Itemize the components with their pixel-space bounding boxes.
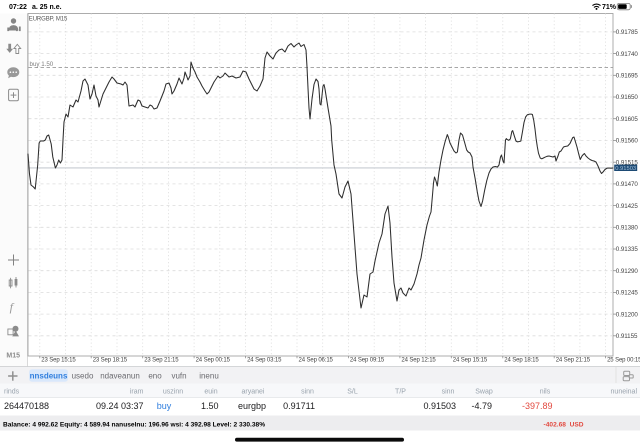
svg-text:0.91245: 0.91245 — [616, 290, 639, 297]
svg-text:eno: eno — [148, 372, 162, 381]
svg-text:Swap: Swap — [475, 388, 493, 395]
svg-text:nnsdeuns: nnsdeuns — [30, 372, 68, 381]
svg-text:07:22: 07:22 — [9, 4, 27, 11]
svg-text:inenu: inenu — [199, 372, 219, 381]
svg-text:09.24 03:37: 09.24 03:37 — [96, 401, 144, 411]
svg-text:usedo: usedo — [72, 372, 94, 381]
svg-text:23 Sep 18:15: 23 Sep 18:15 — [93, 358, 128, 364]
svg-text:0.91740: 0.91740 — [616, 51, 639, 58]
svg-text:sinn: sinn — [442, 388, 455, 395]
svg-text:24 Sep 18:15: 24 Sep 18:15 — [504, 358, 539, 364]
svg-text:1.50: 1.50 — [201, 401, 219, 411]
svg-text:24 Sep 09:15: 24 Sep 09:15 — [350, 358, 385, 364]
svg-text:0.91650: 0.91650 — [616, 94, 639, 101]
svg-text:25 Sep 00:15: 25 Sep 00:15 — [607, 358, 640, 364]
svg-text:23 Sep 21:15: 23 Sep 21:15 — [144, 358, 179, 364]
svg-text:sinn: sinn — [301, 388, 314, 395]
svg-text:Balance: 4 992.62 Equity: 4 58: Balance: 4 992.62 Equity: 4 589.94 nanus… — [3, 421, 265, 428]
svg-text:a. 25 n.e.: a. 25 n.e. — [32, 4, 62, 11]
svg-text:24 Sep 06:15: 24 Sep 06:15 — [299, 358, 334, 364]
svg-text:M15: M15 — [6, 352, 20, 359]
svg-text:ndaveanun: ndaveanun — [100, 372, 140, 381]
svg-text:24 Sep 12:15: 24 Sep 12:15 — [401, 358, 436, 364]
svg-text:-4.79: -4.79 — [471, 401, 492, 411]
svg-text:0.91155: 0.91155 — [616, 333, 638, 340]
svg-text:0.91200: 0.91200 — [616, 311, 639, 318]
svg-text:eurgbp: eurgbp — [238, 401, 266, 411]
svg-text:0.91503: 0.91503 — [615, 166, 636, 172]
svg-text:0.91560: 0.91560 — [616, 138, 639, 145]
svg-text:buy 1.50: buy 1.50 — [30, 61, 54, 68]
svg-text:0.91425: 0.91425 — [616, 203, 639, 210]
svg-text:EURGBP, M15: EURGBP, M15 — [29, 16, 68, 22]
svg-text:0.91711: 0.91711 — [283, 401, 315, 411]
svg-text:0.91695: 0.91695 — [616, 73, 639, 80]
svg-text:euin: euin — [204, 388, 217, 395]
svg-text:0.91785: 0.91785 — [616, 29, 639, 36]
svg-text:0.91470: 0.91470 — [616, 181, 639, 188]
svg-text:0.91605: 0.91605 — [616, 116, 639, 123]
svg-text:71%: 71% — [602, 4, 617, 11]
svg-text:-397.89: -397.89 — [522, 401, 553, 411]
svg-text:264470188: 264470188 — [4, 401, 49, 411]
svg-text:0.91380: 0.91380 — [616, 225, 639, 232]
svg-text:nils: nils — [540, 388, 551, 395]
svg-text:24 Sep 21:15: 24 Sep 21:15 — [556, 358, 591, 364]
svg-text:0.91515: 0.91515 — [616, 159, 639, 166]
svg-text:-402.68 USD: -402.68 USD — [544, 421, 584, 428]
svg-text:0.91335: 0.91335 — [616, 246, 639, 253]
svg-text:iram: iram — [130, 388, 144, 395]
svg-text:f: f — [10, 300, 15, 314]
svg-text:T/P: T/P — [395, 388, 406, 395]
svg-text:buy: buy — [157, 401, 172, 411]
svg-text:23 Sep 15:15: 23 Sep 15:15 — [41, 358, 76, 364]
svg-text:aryanei: aryanei — [242, 388, 265, 395]
svg-text:24 Sep 03:15: 24 Sep 03:15 — [247, 358, 282, 364]
svg-text:24 Sep 15:15: 24 Sep 15:15 — [453, 358, 488, 364]
svg-text:0.91503: 0.91503 — [423, 401, 456, 411]
svg-text:24 Sep 00:15: 24 Sep 00:15 — [196, 358, 231, 364]
svg-text:rinds: rinds — [4, 388, 20, 395]
svg-text:S/L: S/L — [347, 388, 358, 395]
svg-text:nuneinal: nuneinal — [611, 388, 638, 395]
svg-text:uszinn: uszinn — [163, 388, 183, 395]
svg-text:0.91290: 0.91290 — [616, 268, 639, 275]
svg-text:vufn: vufn — [171, 372, 186, 381]
